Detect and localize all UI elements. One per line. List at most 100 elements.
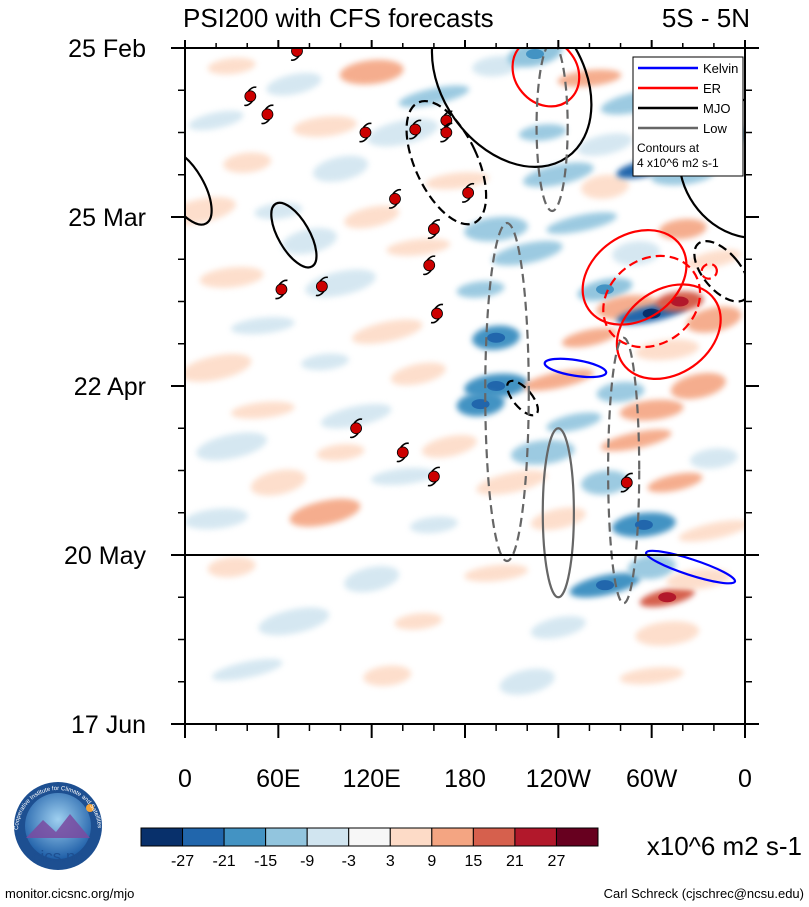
anomaly-cell — [230, 317, 295, 335]
region-label: 5S - 5N — [662, 3, 750, 33]
colorbar-swatch — [555, 827, 599, 847]
logo-text: cics.nc — [32, 847, 84, 866]
tropical-cyclone-icon — [349, 418, 363, 439]
tropical-cyclone-icon — [359, 122, 372, 143]
cics-logo: Cooperative Institute for Climate and Sa… — [14, 782, 102, 870]
anomaly-cell — [351, 319, 423, 344]
logo-disk — [25, 793, 91, 859]
logo-sun-icon — [86, 804, 94, 812]
anomaly-cell — [394, 613, 443, 630]
legend: Kelvin ER MJO Low Contours at 4 x10^6 m2 s-… — [632, 56, 744, 177]
anomaly-cell — [425, 172, 490, 190]
tropical-cyclone-icon — [396, 442, 409, 463]
colorbar-label: -3 — [342, 853, 356, 870]
colorbar-swatch — [514, 827, 557, 847]
legend-note-line2: 4 x10^6 m2 s-1 — [637, 156, 719, 170]
colorbar-label: 21 — [506, 853, 524, 870]
contour-low — [607, 336, 641, 605]
anomaly-cell — [258, 607, 330, 636]
tropical-cyclone-icon — [261, 104, 274, 125]
colorbar-label: -21 — [213, 853, 236, 870]
anomaly-cell — [510, 439, 575, 465]
y-axis-labels: 25 Feb 25 Mar 22 Apr 20 May 17 Jun — [64, 35, 146, 739]
anomaly-cell — [301, 353, 349, 371]
tropical-cyclone-layer — [244, 48, 633, 493]
anomaly-cell — [266, 72, 322, 96]
footer-url: monitor.cicsnc.org/mjo — [5, 886, 134, 901]
anomaly-cell — [398, 85, 470, 108]
y-tick-label: 17 Jun — [71, 711, 146, 739]
anomaly-cell — [464, 216, 528, 242]
colorbar-label: -9 — [300, 853, 314, 870]
tropical-cyclone-icon — [620, 472, 633, 493]
tropical-cyclone-icon — [461, 182, 475, 203]
legend-note-line1: Contours at — [637, 141, 700, 155]
anomaly-cell — [546, 412, 602, 432]
colorbar-swatch — [431, 827, 474, 847]
anomaly-cell — [344, 566, 400, 593]
anomaly-core — [596, 284, 614, 295]
contour-er — [700, 262, 718, 280]
anomaly-cell — [223, 152, 272, 173]
legend-label: Low — [703, 121, 727, 136]
anomaly-cell — [581, 470, 629, 495]
chart-title: PSI200 with CFS forecasts — [183, 3, 494, 33]
contour-er — [615, 283, 722, 380]
contour-layer — [185, 48, 745, 605]
anomaly-cell — [658, 218, 707, 240]
x-tick-label: 0 — [178, 765, 192, 793]
colorbar: -27 -21 -15 -9 -3 3 9 15 21 27 — [140, 827, 599, 870]
colorbar-swatch — [472, 827, 516, 847]
anomaly-cell — [678, 520, 745, 542]
colorbar-swatch — [348, 827, 391, 847]
contour-low — [484, 221, 530, 563]
anomaly-cell — [647, 472, 703, 493]
anomaly-cell — [207, 57, 256, 75]
colorbar-swatch — [389, 827, 433, 847]
colorbar-swatch — [265, 827, 308, 847]
x-axis-labels: 0 60E 120E 180 120W 60W 0 — [178, 765, 752, 793]
anomaly-core — [670, 296, 689, 307]
anomaly-cell — [316, 444, 365, 461]
contour-er — [581, 229, 688, 326]
legend-box — [632, 56, 744, 177]
anomaly-cell — [289, 498, 361, 527]
anomaly-cell — [207, 556, 256, 578]
tropical-cyclone-icon — [440, 122, 453, 143]
anomaly-cell — [344, 205, 400, 229]
x-tick-label: 0 — [738, 765, 752, 793]
legend-label: Kelvin — [703, 61, 738, 76]
anomaly-cell — [577, 133, 633, 156]
y-tick-label: 22 Apr — [74, 373, 146, 401]
anomaly-cell — [293, 115, 357, 137]
colorbar-label: -15 — [254, 853, 277, 870]
anomaly-cell — [421, 434, 477, 458]
tropical-cyclone-icon — [427, 466, 441, 487]
anomaly-cell — [686, 306, 742, 333]
anomaly-cell — [196, 432, 267, 461]
anomaly-cell — [627, 554, 676, 580]
contour-low — [535, 48, 569, 213]
anomaly-cell — [464, 564, 528, 582]
anomaly-cell — [363, 665, 412, 686]
anomaly-cell — [600, 429, 672, 452]
anomaly-cell — [530, 507, 586, 531]
anomaly-cell — [211, 658, 283, 681]
anomaly-cell — [670, 372, 726, 400]
anomaly-cell — [530, 616, 586, 639]
colorbar-swatch — [182, 827, 225, 847]
contour-mjo — [185, 147, 213, 226]
legend-label: ER — [703, 81, 721, 96]
tropical-cyclone-icon — [315, 276, 329, 297]
contour-kelvin — [543, 357, 608, 379]
footer-credit: Carl Schreck (cjschrec@ncsu.edu) — [604, 886, 804, 901]
anomaly-cell — [557, 69, 622, 87]
anomaly-cell — [185, 197, 236, 225]
anomaly-cell — [199, 266, 264, 288]
anomaly-cell — [523, 162, 594, 188]
anomaly-cell — [635, 621, 700, 646]
anomaly-core — [471, 399, 490, 410]
anomaly-cell — [313, 155, 369, 182]
tropical-cyclone-icon — [244, 86, 257, 107]
